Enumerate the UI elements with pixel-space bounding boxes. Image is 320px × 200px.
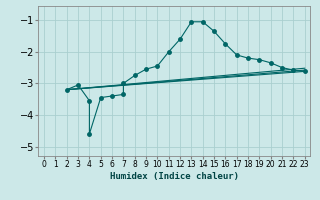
X-axis label: Humidex (Indice chaleur): Humidex (Indice chaleur): [110, 172, 239, 181]
